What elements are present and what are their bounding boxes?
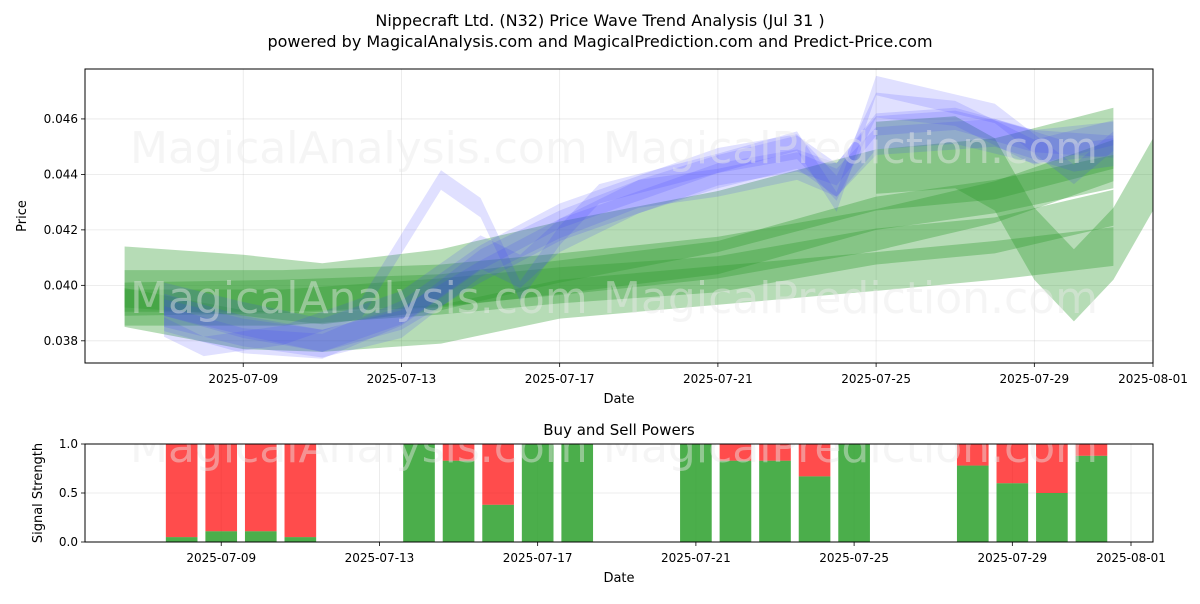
buy-bar <box>521 444 554 542</box>
sell-bar <box>244 444 277 532</box>
signal-x-tick-label: 2025-08-01 <box>1096 551 1166 565</box>
blue-wave-band-1 <box>164 92 1114 359</box>
price-x-tick-label: 2025-07-17 <box>525 372 595 386</box>
buy-bar <box>244 531 277 542</box>
chart-title-line2: powered by MagicalAnalysis.com and Magic… <box>267 32 932 51</box>
buy-bar <box>996 483 1029 542</box>
green-wave-band-5 <box>876 116 1153 322</box>
price-x-tick-label: 2025-08-01 <box>1118 372 1188 386</box>
sell-bar <box>798 444 831 477</box>
chart-title-line1: Nippecraft Ltd. (N32) Price Wave Trend A… <box>375 11 824 30</box>
blue-wave-band-0 <box>164 107 1114 352</box>
green-wave-band-1 <box>124 139 1114 312</box>
price-waves <box>124 75 1153 359</box>
price-y-tick-label: 0.046 <box>44 112 78 126</box>
signal-x-tick-label: 2025-07-13 <box>345 551 415 565</box>
signal-y-tick-label: 0.0 <box>59 535 78 549</box>
green-wave-band-0 <box>124 107 1114 325</box>
watermark-bottom-right: MagicalPrediction.com <box>603 422 1098 473</box>
price-plot-frame <box>84 68 1154 364</box>
sell-bar <box>719 444 752 461</box>
sell-bar <box>284 444 317 538</box>
buy-bar <box>165 537 198 542</box>
price-x-tick-label: 2025-07-21 <box>683 372 753 386</box>
green-wave-band-3 <box>124 189 1114 326</box>
price-y-label: Price <box>15 200 30 232</box>
buy-bar <box>561 444 594 542</box>
buy-bar <box>1036 493 1068 542</box>
signal-x-tick-label: 2025-07-25 <box>819 551 889 565</box>
price-y-tick-label: 0.040 <box>44 278 78 292</box>
price-panel: MagicalAnalysis.com MagicalPrediction.co… <box>15 68 1188 407</box>
sell-bar <box>205 444 238 532</box>
sell-bar <box>442 444 475 461</box>
green-wave-band-2 <box>124 155 1114 316</box>
buy-bar <box>1075 455 1108 542</box>
signal-x-tick-label: 2025-07-09 <box>186 551 256 565</box>
price-x-tick-label: 2025-07-29 <box>999 372 1069 386</box>
blue-wave-band-4 <box>164 118 1114 358</box>
price-y-tick-label: 0.038 <box>44 334 78 348</box>
buy-bar <box>719 460 752 542</box>
watermark-mid-left: MagicalAnalysis.com <box>130 273 588 324</box>
buy-bar <box>680 444 712 542</box>
buy-bar <box>759 460 791 542</box>
signal-y-tick-label: 1.0 <box>59 437 78 451</box>
price-grid <box>85 69 1154 363</box>
signal-x-label: Date <box>603 571 634 586</box>
price-y-tick-label: 0.044 <box>44 167 78 181</box>
price-x-axis: 2025-07-09 2025-07-13 2025-07-17 2025-07-21… <box>208 363 1188 386</box>
sell-bar <box>956 444 989 466</box>
watermark-top-left: MagicalAnalysis.com <box>130 123 588 174</box>
sell-bar <box>482 444 514 505</box>
signal-bars <box>165 444 1108 542</box>
buy-bar <box>442 460 475 542</box>
sell-bar <box>165 444 198 538</box>
buy-bar <box>205 531 238 542</box>
buy-bar <box>838 444 870 542</box>
sell-bar <box>759 444 791 461</box>
price-x-label: Date <box>603 392 634 407</box>
signal-x-tick-label: 2025-07-21 <box>661 551 731 565</box>
price-x-tick-label: 2025-07-13 <box>367 372 437 386</box>
price-x-tick-label: 2025-07-09 <box>208 372 278 386</box>
sell-bar <box>1036 444 1068 493</box>
buy-bar <box>403 444 435 542</box>
watermark-top-right: MagicalPrediction.com <box>603 123 1098 174</box>
price-x-tick-label: 2025-07-25 <box>841 372 911 386</box>
signal-x-tick-label: 2025-07-29 <box>977 551 1047 565</box>
watermark-bottom-left: MagicalAnalysis.com <box>130 422 588 473</box>
signal-y-axis: 0.0 0.5 1.0 <box>59 437 85 549</box>
buy-bar <box>956 465 989 542</box>
buy-bar <box>284 537 317 542</box>
sell-bar <box>996 444 1029 484</box>
signal-x-tick-label: 2025-07-17 <box>503 551 573 565</box>
buy-bar <box>482 504 514 542</box>
blue-wave-band-3 <box>164 110 1114 352</box>
green-wave-band-4 <box>124 227 1114 352</box>
sell-bar <box>1075 444 1108 456</box>
signal-y-label: Signal Strength <box>31 443 46 543</box>
signal-title: Buy and Sell Powers <box>543 421 695 439</box>
price-y-tick-label: 0.042 <box>44 223 78 237</box>
signal-panel: Buy and Sell Powers MagicalAnalysis.com … <box>31 421 1166 586</box>
signal-x-axis: 2025-07-09 2025-07-13 2025-07-17 2025-07-21… <box>186 542 1166 565</box>
signal-y-tick-label: 0.5 <box>59 486 78 500</box>
watermark-mid-right: MagicalPrediction.com <box>603 273 1098 324</box>
price-y-axis: 0.038 0.040 0.042 0.044 0.046 <box>44 112 85 348</box>
buy-bar <box>798 476 831 542</box>
